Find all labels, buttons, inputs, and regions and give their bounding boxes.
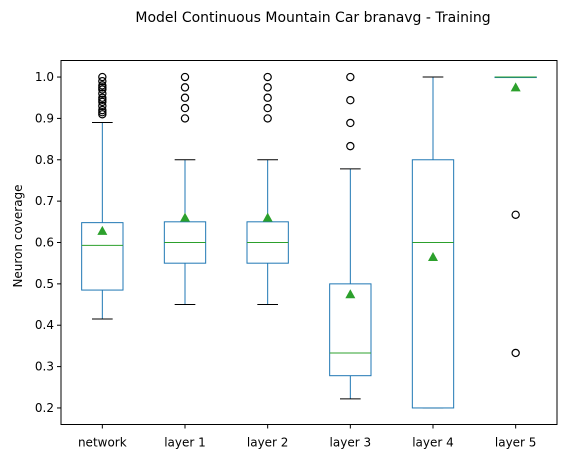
outlier-point: [180, 103, 190, 113]
outlier-point: [511, 348, 520, 358]
chart-title: Model Continuous Mountain Car branavg - …: [135, 10, 490, 26]
y-tick-label: 0.9: [35, 111, 54, 125]
outlier-point: [263, 83, 272, 92]
y-tick-label: 0.4: [35, 318, 54, 332]
outlier-point: [98, 72, 107, 82]
outlier-point: [98, 93, 107, 102]
x-tick-label: layer 2: [247, 436, 289, 450]
y-tick-label: 0.5: [35, 277, 54, 291]
y-tick-label: 0.3: [35, 360, 54, 374]
box: [81, 222, 124, 291]
y-tick-label: 0.2: [35, 401, 54, 415]
outlier-point: [263, 103, 272, 113]
x-tick-label: layer 4: [412, 436, 454, 450]
mean-marker: [428, 251, 438, 261]
mean-marker: [345, 289, 356, 299]
outlier-point: [263, 72, 272, 82]
outlier-point: [180, 114, 190, 123]
mean-marker: [262, 212, 273, 222]
mean-marker: [510, 82, 521, 92]
mean-marker: [180, 212, 190, 222]
x-tick-label: layer 3: [330, 436, 372, 450]
outlier-point: [98, 105, 107, 115]
outlier-point: [98, 81, 107, 90]
outlier-point: [346, 72, 355, 82]
y-axis-label: Neuron coverage: [11, 184, 25, 287]
plot-frame: [60, 60, 558, 425]
y-tick-label: 1.0: [35, 70, 54, 84]
y-tick-label: 0.6: [35, 236, 54, 250]
outlier-point: [98, 76, 107, 86]
y-tick-label: 0.8: [35, 153, 54, 167]
outlier-point: [263, 93, 272, 102]
box: [411, 159, 455, 409]
outlier-point: [511, 210, 520, 219]
outlier-point: [180, 72, 190, 82]
outlier-point: [98, 89, 107, 98]
y-tick-label: 0.7: [35, 194, 54, 208]
outlier-point: [180, 83, 190, 92]
outlier-point: [98, 101, 107, 111]
plot-area: 0.2 0.3 0.4 0.5 0.6 0.7 0.8 0.9 1.0 network layer …: [35, 70, 537, 450]
outlier-point: [346, 118, 355, 128]
outlier-point: [263, 114, 272, 123]
x-tick-label: layer 5: [495, 436, 537, 450]
x-tick-label: network: [78, 436, 127, 450]
outlier-point: [346, 141, 355, 151]
x-tick-label: layer 1: [164, 436, 206, 450]
mean-marker: [97, 225, 108, 235]
outlier-point: [346, 96, 355, 105]
outlier-point: [180, 93, 190, 102]
box: [329, 283, 372, 377]
